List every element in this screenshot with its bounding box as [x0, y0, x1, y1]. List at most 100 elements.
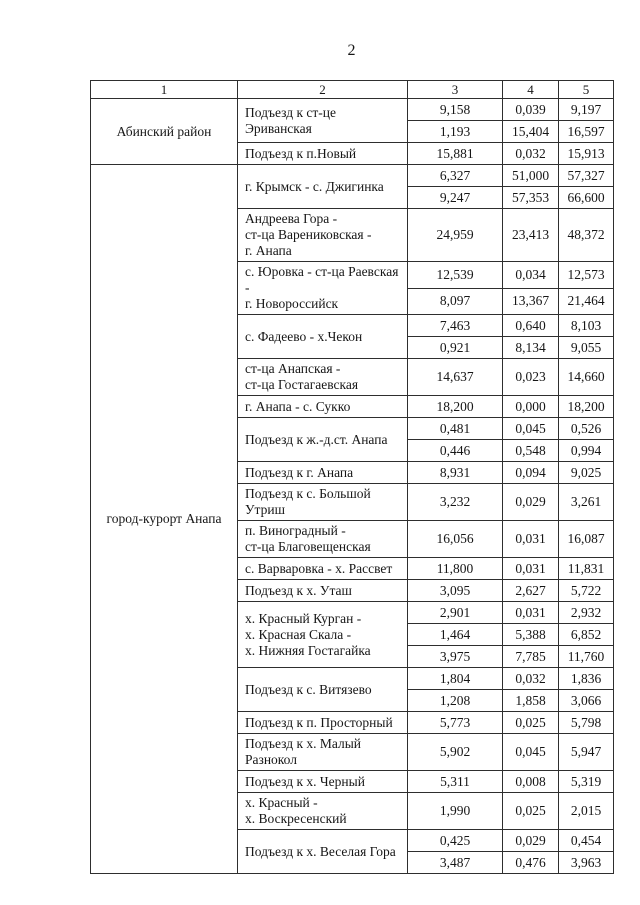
road-name-cell: г. Анапа - с. Сукко: [237, 395, 408, 418]
road-name-cell: с. Варваровка - х. Рассвет: [237, 557, 408, 580]
value-cell: 57,327: [558, 164, 614, 187]
table-header-cell: 2: [237, 80, 408, 99]
table-row: 0,446 0,548 0,994: [91, 439, 614, 462]
value-cell: 6,852: [558, 623, 614, 646]
value-cell: 2,627: [502, 579, 559, 602]
value-cell: 2,015: [558, 792, 614, 830]
value-cell: 16,056: [407, 520, 503, 558]
road-name-cell: с. Фадеево - х.Чекон: [237, 314, 408, 359]
table-row: Андреева Гора - ст-ца Варениковская - г.…: [91, 208, 614, 262]
value-cell: 5,319: [558, 770, 614, 793]
value-cell: 3,975: [407, 645, 503, 668]
road-name-cell: х. Красный Курган - х. Красная Скала - х…: [237, 601, 408, 668]
table-header-cell: 4: [502, 80, 559, 99]
table-row: Абинский район Подъезд к ст-це Эриванская…: [90, 98, 614, 165]
value-cell: 0,000: [502, 395, 559, 418]
value-cell: 0,023: [502, 358, 559, 396]
value-cell: 0,034: [502, 261, 559, 289]
value-cell: 14,637: [407, 358, 503, 396]
road-name-cell: Подъезд к х. Малый Разнокол: [237, 733, 408, 771]
value-cell: 3,963: [558, 851, 614, 874]
value-cell: 0,032: [502, 667, 559, 690]
value-cell: 3,066: [558, 689, 614, 712]
value-cell: 1,858: [502, 689, 559, 712]
table-row: х. Красный Курган - х. Красная Скала - х…: [91, 601, 614, 668]
value-cell: 0,425: [407, 829, 503, 852]
table-row: Подъезд к п. Просторный 5,773 0,025 5,798: [91, 711, 614, 734]
value-cell: 9,158: [407, 98, 503, 121]
value-cell: 1,208: [407, 689, 503, 712]
table-row: 1,464 5,388 6,852: [91, 623, 614, 646]
value-cell: 9,055: [558, 336, 614, 359]
value-cell: 8,134: [502, 336, 559, 359]
value-cell: 16,597: [558, 120, 614, 143]
value-cell: 1,804: [407, 667, 503, 690]
table-row: с. Юровка - ст-ца Раевская - г. Новоросс…: [91, 261, 614, 315]
value-cell: 23,413: [502, 208, 559, 262]
value-cell: 3,095: [407, 579, 503, 602]
value-cell: 66,600: [558, 186, 614, 209]
value-cell: 1,193: [407, 120, 503, 143]
value-cell: 3,487: [407, 851, 503, 874]
table-row: г. Анапа - с. Сукко 18,200 0,000 18,200: [91, 395, 614, 418]
value-cell: 9,025: [558, 461, 614, 484]
value-cell: 15,881: [407, 142, 503, 165]
table-row: п. Виноградный - ст-ца Благовещенская 16,…: [91, 520, 614, 558]
road-name-cell: Подъезд к х. Уташ: [237, 579, 408, 602]
value-cell: 0,008: [502, 770, 559, 793]
value-cell: 8,931: [407, 461, 503, 484]
road-name-cell: Подъезд к ст-це Эриванская: [237, 98, 408, 143]
value-cell: 57,353: [502, 186, 559, 209]
table-row: Подъезд к с. Большой Утриш 3,232 0,029 3,26…: [91, 483, 614, 521]
value-cell: 1,836: [558, 667, 614, 690]
value-cell: 18,200: [407, 395, 503, 418]
value-cell: 51,000: [502, 164, 559, 187]
road-name-cell: ст-ца Анапская - ст-ца Гостагаевская: [237, 358, 408, 396]
value-cell: 5,773: [407, 711, 503, 734]
road-name-cell: Подъезд к г. Анапа: [237, 461, 408, 484]
table-row: Подъезд к х. Черный 5,311 0,008 5,319: [91, 770, 614, 793]
value-cell: 0,029: [502, 483, 559, 521]
value-cell: 15,404: [502, 120, 559, 143]
road-name-cell: Подъезд к п.Новый: [237, 142, 408, 165]
road-name-cell: Андреева Гора - ст-ца Варениковская - г.…: [237, 208, 408, 262]
table-row: город-курорт Анапа г. Крымск - с. Джигинк…: [90, 164, 614, 874]
value-cell: 0,476: [502, 851, 559, 874]
table-row: с. Варваровка - х. Рассвет 11,800 0,031 11,…: [91, 557, 614, 580]
value-cell: 8,097: [407, 287, 503, 315]
table-header-cell: 5: [558, 80, 614, 99]
page-number: 2: [347, 42, 356, 59]
value-cell: 0,454: [558, 829, 614, 852]
value-cell: 6,327: [407, 164, 503, 187]
value-cell: 11,831: [558, 557, 614, 580]
table-row: 3,975 7,785 11,760: [91, 645, 614, 668]
value-cell: 3,261: [558, 483, 614, 521]
value-cell: 0,045: [502, 417, 559, 440]
value-cell: 0,994: [558, 439, 614, 462]
value-cell: 24,959: [407, 208, 503, 262]
district-cell: Абинский район: [90, 98, 238, 165]
value-cell: 0,031: [502, 520, 559, 558]
road-name-cell: Подъезд к с. Большой Утриш: [237, 483, 408, 521]
value-cell: 0,921: [407, 336, 503, 359]
value-cell: 0,025: [502, 792, 559, 830]
table-row: 1,208 1,858 3,066: [91, 689, 614, 712]
value-cell: 12,573: [558, 261, 614, 289]
value-cell: 0,032: [502, 142, 559, 165]
road-name-cell: Подъезд к х. Веселая Гора: [237, 829, 408, 874]
value-cell: 0,045: [502, 733, 559, 771]
value-cell: 18,200: [558, 395, 614, 418]
value-cell: 5,902: [407, 733, 503, 771]
value-cell: 0,031: [502, 601, 559, 624]
value-cell: 1,464: [407, 623, 503, 646]
value-cell: 0,031: [502, 557, 559, 580]
road-name-cell: Подъезд к п. Просторный: [237, 711, 408, 734]
table-header-cell: 3: [407, 80, 503, 99]
district-cell: город-курорт Анапа: [90, 164, 238, 874]
value-cell: 0,526: [558, 417, 614, 440]
table-row: Подъезд к ж.-д.ст. Анапа 0,481 0,045 0,526: [91, 417, 614, 462]
